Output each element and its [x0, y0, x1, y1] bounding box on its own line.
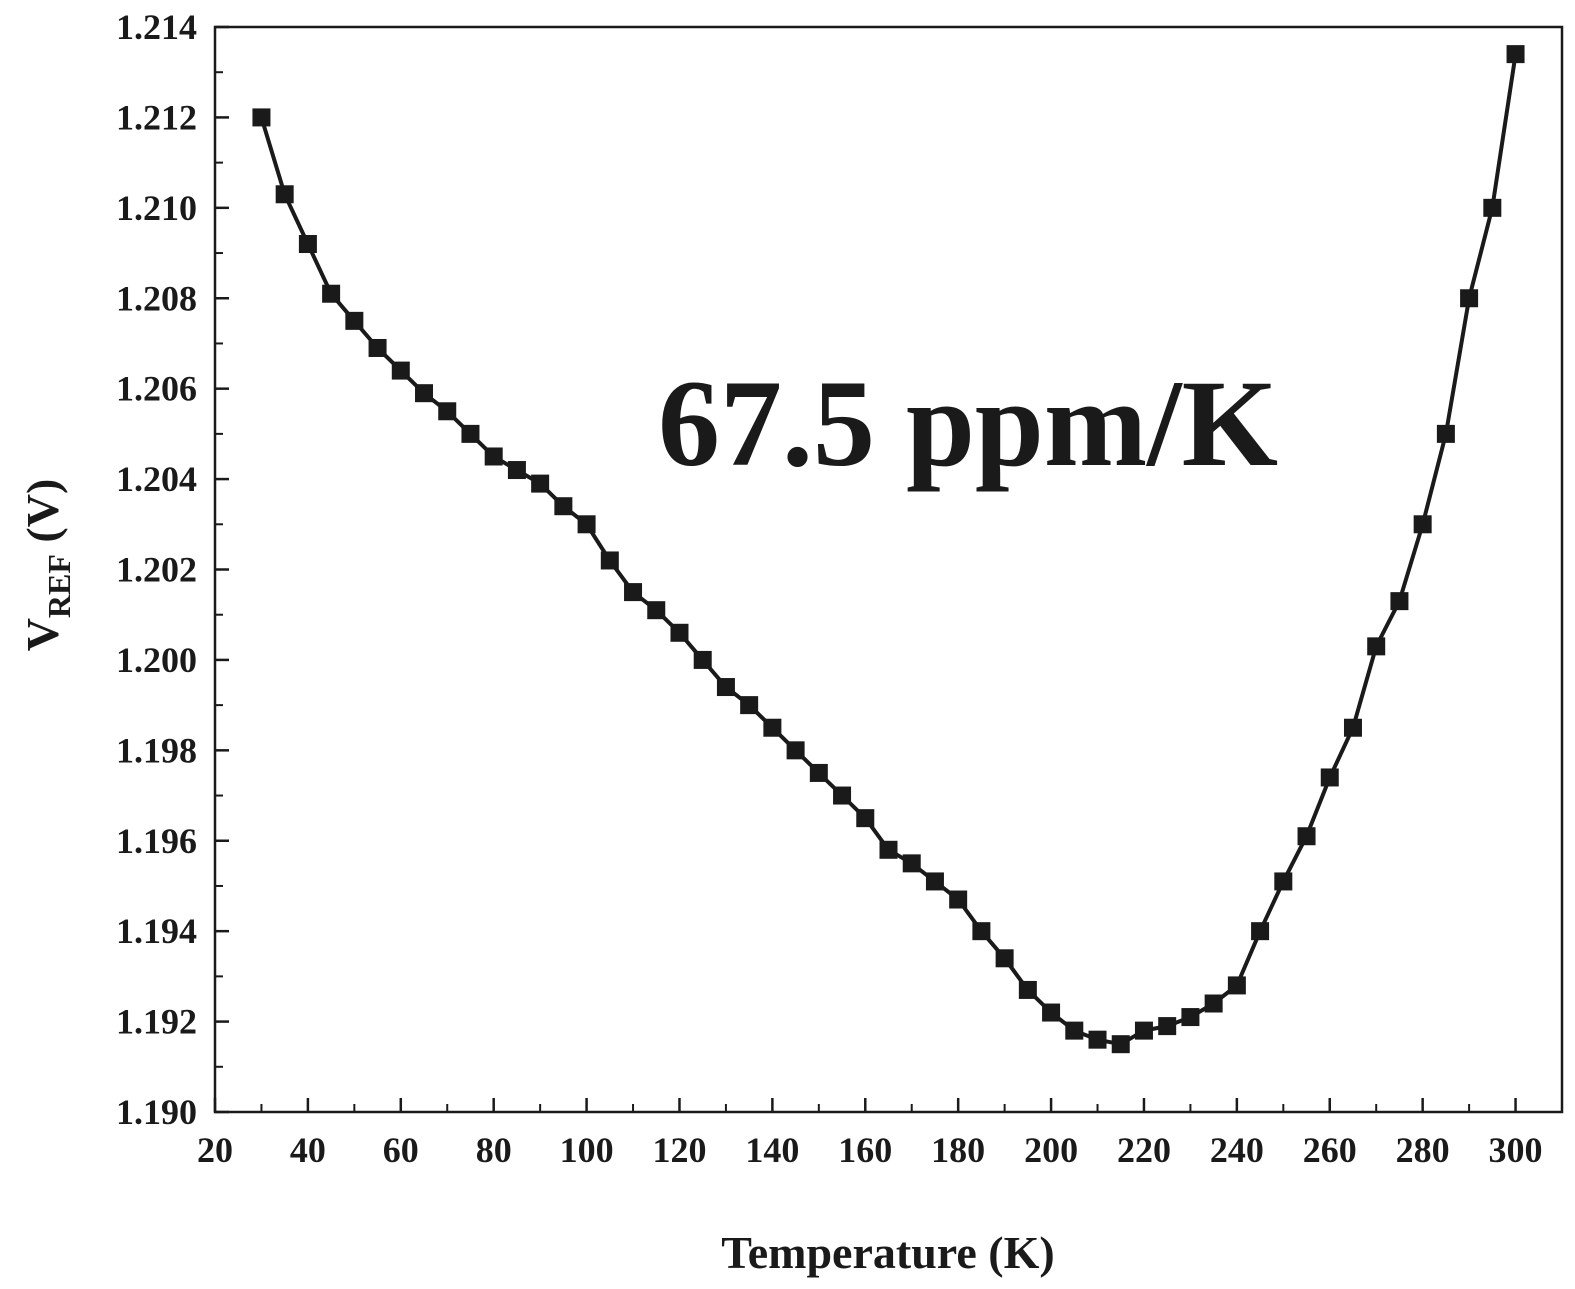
data-point-marker: [1018, 980, 1037, 999]
x-tick-label: 60: [383, 1130, 419, 1170]
data-point-marker: [856, 809, 875, 828]
data-point-marker: [322, 284, 341, 303]
x-tick-label: 180: [931, 1130, 985, 1170]
data-point-marker: [531, 474, 550, 493]
series-line: [259, 53, 1518, 1047]
data-point-marker: [1181, 1008, 1200, 1027]
data-point-marker: [1274, 872, 1293, 891]
series-line-group: [259, 53, 1518, 1047]
data-point-marker: [1367, 637, 1386, 656]
data-point-marker: [345, 311, 364, 330]
data-point-marker: [275, 185, 294, 204]
series-markers: [252, 45, 1525, 1054]
data-point-marker: [1297, 827, 1316, 846]
data-point-marker: [786, 741, 805, 760]
x-tick-labels: 20 40 60 80 100 120 140 160 180 200 220 240 260 280 30…: [197, 1130, 1543, 1170]
y-tick-label: 1.196: [116, 821, 197, 861]
data-point-marker: [949, 890, 968, 909]
data-point-marker: [298, 235, 317, 253]
data-point-marker: [925, 872, 944, 891]
data-point-marker: [1506, 45, 1525, 64]
data-point-marker: [577, 515, 596, 534]
data-point-marker: [879, 840, 898, 859]
data-point-marker: [670, 623, 689, 642]
data-point-marker: [809, 763, 828, 782]
y-tick-label: 1.190: [116, 1092, 197, 1132]
y-tick-label: 1.206: [116, 369, 197, 409]
data-point-marker: [1320, 768, 1339, 787]
data-point-marker: [461, 424, 480, 443]
y-tick-label: 1.202: [116, 550, 197, 590]
data-point-marker: [995, 949, 1014, 968]
y-axis-title: VREF (V): [17, 479, 77, 652]
y-tick-label: 1.208: [116, 278, 197, 318]
data-point-marker: [1413, 515, 1432, 534]
chart-annotation: 67.5 ppm/K: [658, 355, 1278, 492]
data-point-marker: [716, 678, 735, 697]
data-point-marker: [902, 854, 921, 873]
data-point-marker: [693, 650, 712, 669]
axis-ticks: [213, 25, 1517, 1114]
data-point-marker: [1158, 1017, 1177, 1036]
x-tick-label: 300: [1489, 1130, 1543, 1170]
data-point-marker: [484, 447, 503, 466]
data-point-marker: [1460, 289, 1479, 308]
x-tick-label: 220: [1117, 1130, 1171, 1170]
data-point-marker: [647, 601, 666, 620]
x-tick-label: 80: [476, 1130, 512, 1170]
data-point-marker: [740, 696, 759, 715]
x-tick-label: 200: [1024, 1130, 1078, 1170]
y-tick-label: 1.198: [116, 730, 197, 770]
y-axis-title-main: V: [17, 618, 68, 651]
data-point-marker: [1088, 1030, 1107, 1049]
x-tick-label: 40: [290, 1130, 326, 1170]
data-point-marker: [252, 108, 271, 127]
data-point-marker: [1227, 976, 1246, 995]
data-point-marker: [1436, 424, 1455, 443]
data-point-marker: [972, 922, 991, 941]
data-point-marker: [624, 583, 643, 602]
data-point-marker: [1111, 1035, 1130, 1054]
x-tick-label: 260: [1303, 1130, 1357, 1170]
x-tick-label: 20: [197, 1130, 233, 1170]
y-tick-label: 1.200: [116, 640, 197, 680]
data-point-marker: [1251, 922, 1270, 941]
y-axis-title-subscript: REF: [41, 554, 77, 618]
x-tick-label: 280: [1396, 1130, 1450, 1170]
data-point-marker: [438, 402, 457, 421]
data-point-marker: [368, 338, 387, 357]
x-tick-label: 100: [560, 1130, 614, 1170]
y-tick-label: 1.214: [116, 7, 197, 47]
x-tick-label: 160: [838, 1130, 892, 1170]
data-point-marker: [1065, 1021, 1084, 1040]
data-point-marker: [1390, 592, 1409, 611]
y-axis-title-unit: (V): [17, 479, 68, 554]
data-point-marker: [1343, 718, 1362, 737]
x-axis-title: Temperature (K): [721, 1227, 1054, 1278]
y-tick-label: 1.192: [116, 1002, 197, 1042]
plot-frame: [213, 25, 1564, 1114]
y-tick-label: 1.194: [116, 911, 197, 951]
data-point-marker: [507, 461, 526, 480]
data-point-marker: [1204, 994, 1223, 1013]
y-tick-labels: 1.190 1.192 1.194 1.196 1.198 1.200 1.202 1.204…: [116, 7, 197, 1132]
data-point-marker: [1134, 1021, 1153, 1040]
data-point-marker: [1483, 198, 1502, 217]
x-tick-label: 240: [1210, 1130, 1264, 1170]
y-tick-label: 1.204: [116, 459, 197, 499]
data-point-marker: [833, 786, 852, 805]
data-point-marker: [391, 361, 410, 380]
y-tick-label: 1.210: [116, 188, 197, 228]
x-tick-label: 120: [652, 1130, 706, 1170]
data-point-marker: [763, 718, 782, 737]
data-point-marker: [1042, 1003, 1061, 1022]
data-point-marker: [415, 384, 434, 403]
data-point-marker: [554, 497, 573, 516]
x-tick-label: 140: [745, 1130, 799, 1170]
y-tick-label: 1.212: [116, 97, 197, 137]
data-point-marker: [600, 551, 619, 570]
